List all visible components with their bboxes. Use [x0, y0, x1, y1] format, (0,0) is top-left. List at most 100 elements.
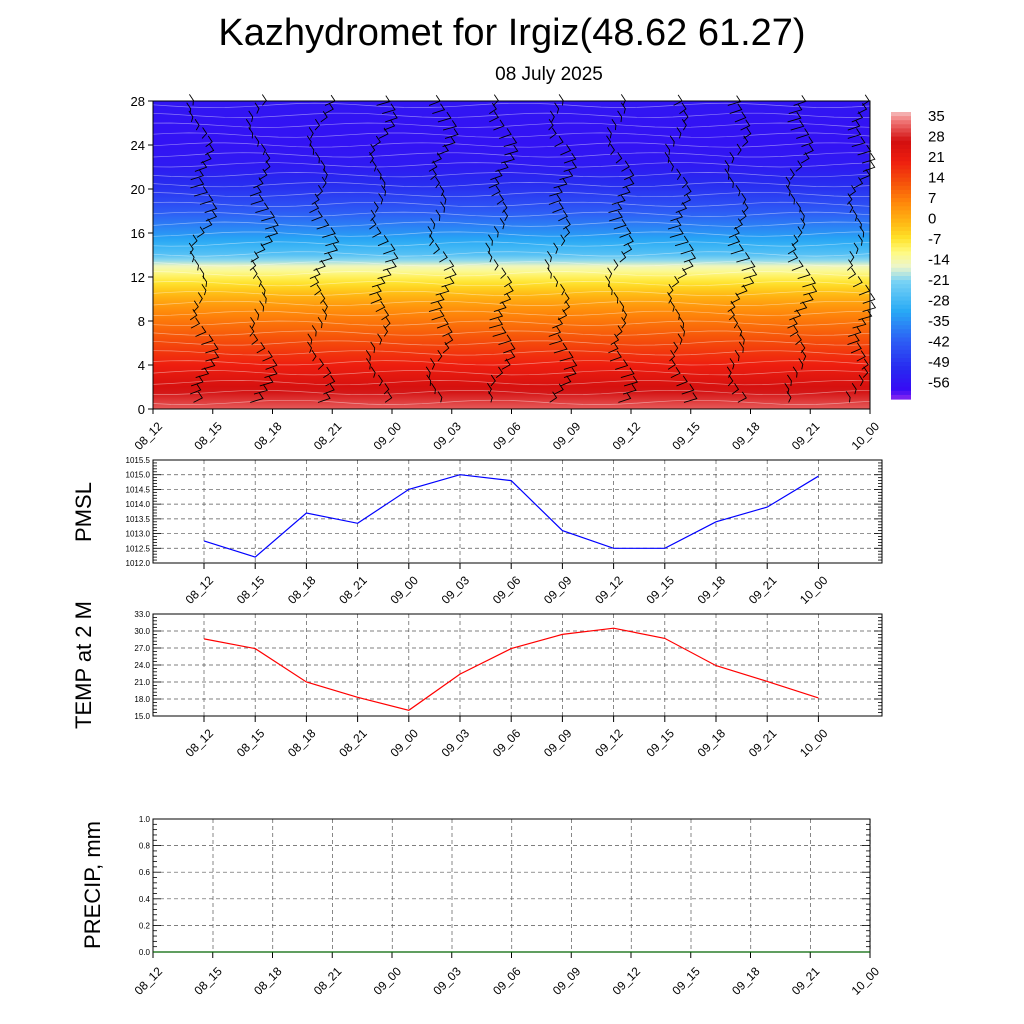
wind-barb [489, 309, 504, 321]
colorbar-band [891, 181, 911, 187]
wind-barb [307, 333, 313, 345]
wind-barb [437, 111, 452, 123]
wind-barb [250, 316, 256, 329]
wind-barb [500, 153, 515, 164]
wind-barb [623, 235, 634, 247]
wind-barb [617, 110, 623, 122]
x-tick-label: 09_21 [789, 964, 823, 998]
wind-barb [623, 375, 639, 387]
wind-barb [741, 260, 756, 271]
wind-barb [316, 185, 323, 197]
wind-barb [428, 301, 443, 313]
wind-barb [679, 316, 685, 329]
wind-barb [623, 243, 633, 255]
wind-barb [444, 268, 457, 280]
wind-barb [680, 325, 685, 337]
wind-barb [729, 176, 734, 188]
wind-barb [553, 177, 568, 189]
wind-barb [741, 276, 755, 288]
wind-barb [608, 342, 619, 354]
wind-barb [193, 391, 203, 403]
wind-barb [202, 218, 213, 230]
wind-barb [785, 176, 791, 189]
wind-barb [852, 209, 858, 222]
wind-barb [375, 300, 386, 313]
wind-barb [856, 350, 866, 362]
wind-barb [605, 275, 610, 287]
wind-barb [325, 235, 340, 247]
y-tick-label: 4 [138, 358, 145, 373]
x-tick-label: 08_12 [183, 726, 217, 760]
wind-barb [607, 267, 613, 279]
wind-barb [560, 234, 566, 246]
wind-barb [323, 300, 328, 312]
x-tick-label: 09_12 [592, 573, 626, 607]
wind-barb [261, 143, 266, 156]
wind-barb [200, 152, 212, 164]
wind-barb [727, 374, 734, 387]
wind-barb [622, 308, 628, 321]
wind-barb [324, 102, 334, 114]
colorbar-band [891, 378, 911, 384]
wind-barb [728, 226, 740, 238]
wind-barb [194, 186, 209, 197]
wind-barb [613, 218, 627, 230]
grid [153, 818, 871, 953]
wind-barb [621, 160, 630, 172]
wind-barb [799, 209, 805, 221]
x-tick-label: 09_21 [746, 573, 780, 607]
wind-barb [553, 275, 559, 288]
wind-barb [851, 382, 857, 395]
colorbar-band [891, 362, 911, 367]
wind-barb [384, 317, 391, 329]
colorbar: 35 28 21 14 7 0 -7 -14 -21 -28 -35 -42 -49 -56 [891, 108, 950, 400]
wind-barb [618, 392, 632, 403]
y-tick-label: 0.0 [139, 948, 151, 957]
wind-barb [444, 333, 454, 345]
wind-barb [727, 235, 741, 247]
wind-barb [261, 235, 273, 247]
colorbar-band [891, 317, 911, 322]
contour-lines [152, 102, 871, 405]
y-tick-label: 15.0 [134, 712, 150, 721]
colorbar-band [891, 304, 911, 310]
wind-barb [492, 326, 507, 337]
colorbar-band [891, 321, 911, 326]
wind-barb [259, 375, 274, 387]
wind-barb [188, 242, 194, 255]
colorbar-band [891, 337, 911, 343]
wind-barb [679, 102, 687, 114]
wind-barb [194, 118, 200, 131]
wind-barb [611, 118, 617, 131]
y-tick-label: 0.8 [139, 842, 151, 851]
wind-barb [676, 168, 682, 180]
wind-barb [259, 300, 265, 312]
colorbar-band [891, 214, 911, 220]
temperature-field [153, 101, 870, 409]
wind-barb [619, 251, 627, 263]
wind-barb [801, 136, 814, 148]
wind-barb [369, 143, 376, 156]
wind-barb [549, 186, 563, 197]
wind-barb [205, 135, 213, 147]
colorbar-band [891, 284, 911, 289]
wind-barb [728, 308, 735, 321]
y-tick-label: 27.0 [134, 644, 150, 653]
wind-barb [320, 110, 328, 123]
wind-barb [324, 243, 339, 255]
colorbar-label: 7 [928, 190, 936, 207]
wind-barb [613, 259, 619, 271]
wind-barb [564, 292, 570, 304]
wind-barb [683, 392, 698, 403]
wind-barb [620, 102, 626, 114]
wind-barb [791, 234, 799, 247]
x-tick-label: 09_03 [439, 726, 473, 760]
wind-barb [743, 127, 752, 139]
wind-barb [495, 366, 504, 378]
wind-barb [670, 366, 681, 379]
colorbar-band [891, 239, 911, 244]
wind-barb [799, 293, 814, 304]
wind-barb [317, 392, 331, 403]
wind-barb [426, 374, 432, 386]
wind-barb [795, 160, 803, 172]
